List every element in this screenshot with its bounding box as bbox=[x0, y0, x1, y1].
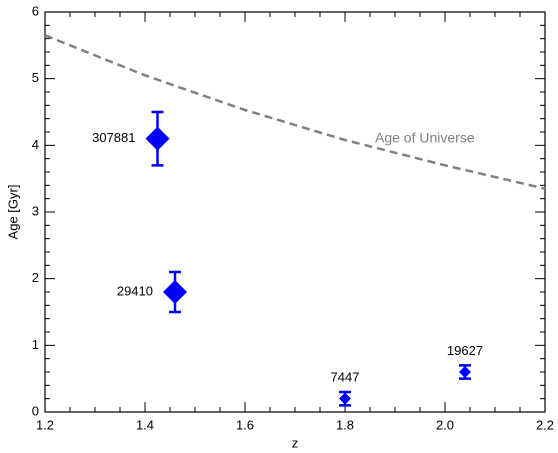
x-tick-label: 1.2 bbox=[36, 417, 54, 432]
x-axis-label: z bbox=[292, 435, 299, 450]
point-label: 19627 bbox=[447, 343, 483, 358]
y-tick-label: 5 bbox=[32, 70, 39, 85]
diamond-marker bbox=[145, 126, 170, 151]
point-label: 29410 bbox=[117, 283, 153, 298]
x-tick-label: 1.8 bbox=[336, 417, 354, 432]
point-label: 7447 bbox=[331, 369, 360, 384]
x-tick-label: 1.4 bbox=[136, 417, 154, 432]
point-label: 307881 bbox=[92, 130, 135, 145]
x-tick-label: 2.2 bbox=[536, 417, 554, 432]
y-tick-label: 4 bbox=[32, 137, 39, 152]
y-axis-label: Age [Gyr] bbox=[5, 185, 20, 240]
y-tick-label: 1 bbox=[32, 337, 39, 352]
diamond-marker bbox=[339, 392, 351, 405]
age-of-universe-line bbox=[44, 34, 546, 190]
y-tick-label: 0 bbox=[32, 403, 39, 418]
x-tick-label: 1.6 bbox=[236, 417, 254, 432]
y-tick-label: 2 bbox=[32, 270, 39, 285]
diamond-marker bbox=[459, 366, 471, 378]
curve-annotation: Age of Universe bbox=[375, 129, 475, 145]
x-tick-label: 2.0 bbox=[436, 417, 454, 432]
diamond-marker bbox=[163, 280, 187, 304]
y-tick-label: 6 bbox=[32, 3, 39, 18]
y-tick-label: 3 bbox=[32, 203, 39, 218]
